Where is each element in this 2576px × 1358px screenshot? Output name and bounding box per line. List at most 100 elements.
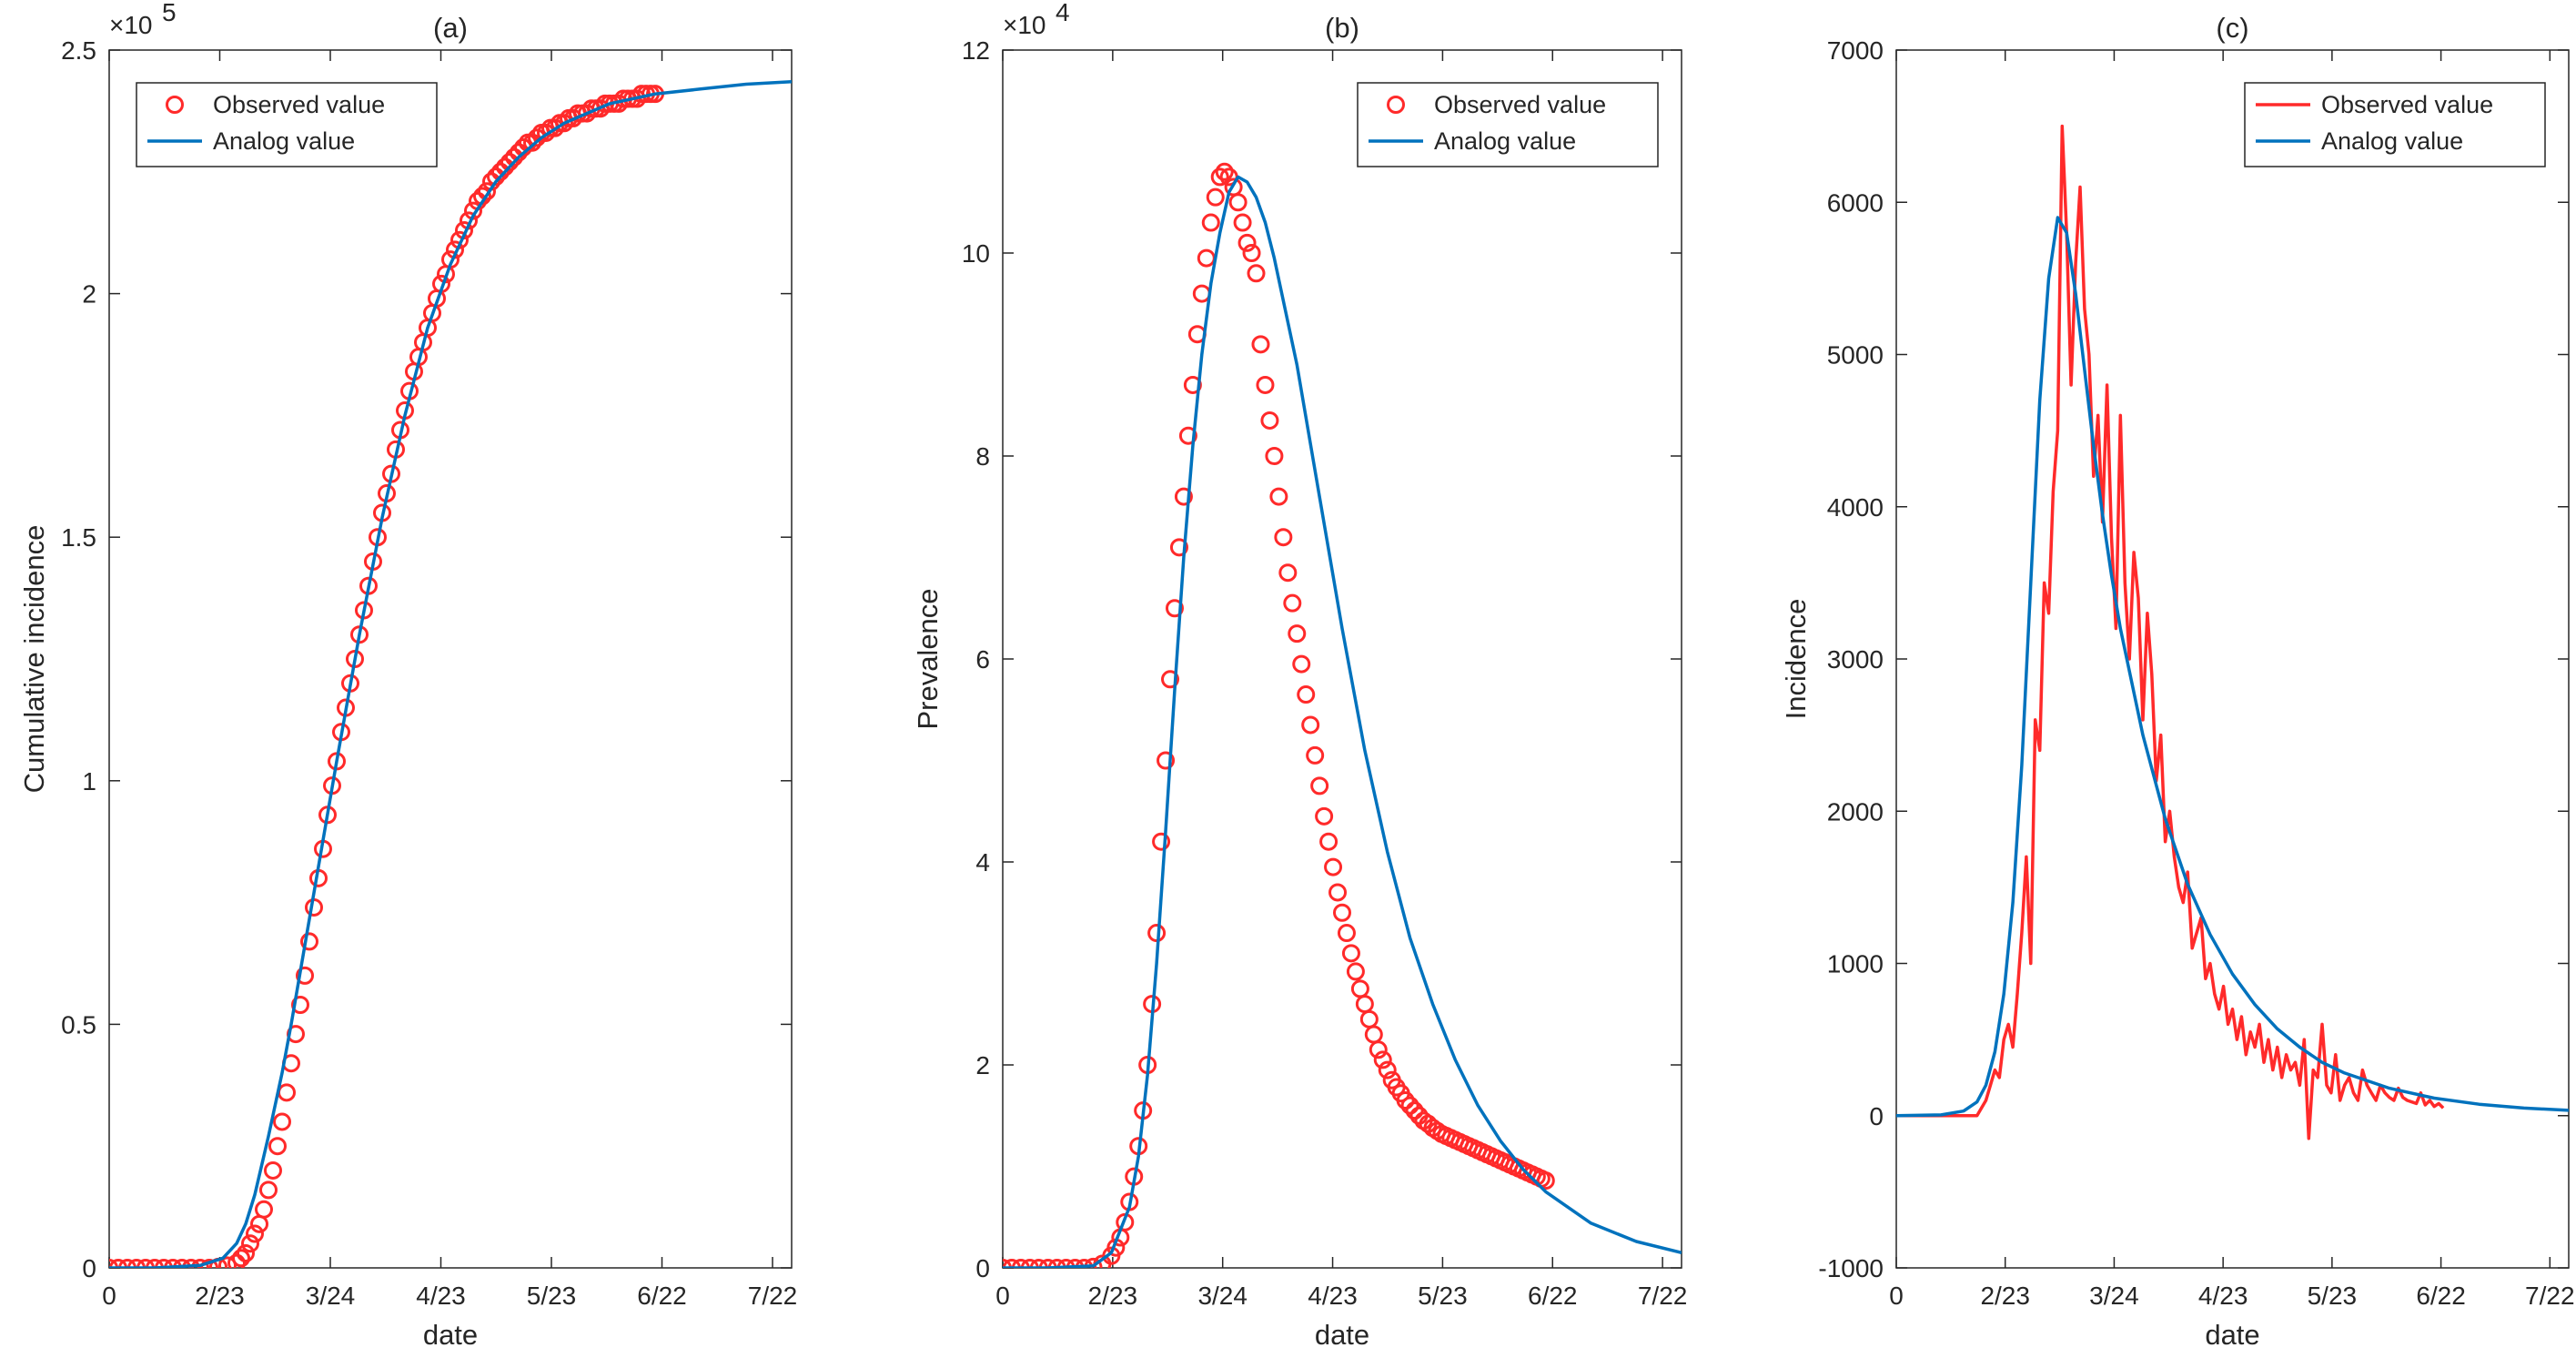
observed-marker: [173, 1259, 191, 1268]
observed-marker: [505, 147, 523, 167]
x-tick-label: 4/23: [1308, 1282, 1358, 1310]
observed-marker: [191, 1259, 209, 1268]
observed-marker: [273, 1112, 291, 1131]
x-tick-label: 4/23: [416, 1282, 466, 1310]
observed-marker: [255, 1200, 273, 1219]
observed-marker: [1169, 538, 1188, 557]
observed-marker: [1157, 751, 1176, 770]
observed-marker: [300, 932, 318, 951]
observed-marker: [232, 1249, 250, 1268]
y-tick-label: 6: [975, 645, 990, 674]
legend-marker: [166, 96, 184, 114]
x-tick-label: 5/23: [1418, 1282, 1468, 1310]
observed-marker: [1210, 167, 1229, 187]
observed-marker: [1020, 1259, 1039, 1268]
observed-marker: [1341, 944, 1360, 963]
observed-marker: [523, 133, 541, 152]
observed-marker: [1003, 1259, 1021, 1268]
series-group: [109, 80, 792, 1268]
x-tick-label: 0: [102, 1282, 116, 1310]
x-tick-label: 7/22: [748, 1282, 798, 1310]
observed-marker: [1256, 375, 1275, 394]
observed-marker: [118, 1259, 136, 1268]
y-tick-label: 4000: [1827, 493, 1884, 522]
observed-marker: [227, 1253, 246, 1268]
observed-marker: [241, 1234, 259, 1253]
observed-marker: [1310, 776, 1329, 796]
y-tick-label: 2: [975, 1051, 990, 1079]
observed-marker: [1378, 1060, 1397, 1079]
observed-marker: [1165, 599, 1184, 618]
observed-marker: [1369, 1040, 1388, 1059]
observed-marker: [1396, 1091, 1415, 1110]
observed-marker: [1328, 883, 1348, 902]
observed-marker: [1011, 1259, 1030, 1268]
panel-a: 0 2/23 3/24 4/23 5/23 6/22 7/22 0 0.5 1 1.5 2 2.5 (a)…: [18, 0, 797, 1351]
observed-marker: [296, 966, 314, 985]
x-tick-label: 6/22: [637, 1282, 687, 1310]
analog-line: [1003, 175, 1682, 1268]
panel-title: (c): [2216, 12, 2248, 44]
legend-entry: Observed value: [1434, 91, 1606, 118]
observed-marker: [1206, 187, 1225, 207]
observed-marker: [1029, 1259, 1048, 1268]
observed-marker: [1066, 1259, 1085, 1268]
legend-entry: Analog value: [1434, 127, 1576, 155]
y-tick-label: 4: [975, 848, 990, 877]
observed-marker: [1278, 563, 1298, 583]
y-tick-label: 1: [82, 767, 96, 796]
observed-marker: [1405, 1101, 1424, 1120]
y-multiplier-label: ×10: [109, 11, 153, 39]
y-tick-label: 6000: [1827, 188, 1884, 217]
observed-marker: [1215, 162, 1234, 181]
y-tick-label: 12: [962, 36, 990, 65]
x-axis-label: date: [2205, 1319, 2259, 1351]
y-tick-label: 8: [975, 442, 990, 471]
observed-marker: [146, 1259, 164, 1268]
y-tick-label: 2000: [1827, 797, 1884, 826]
x-tick-label: 7/22: [2525, 1282, 2575, 1310]
legend-entry: Analog value: [2321, 127, 2463, 155]
observed-marker: [1056, 1259, 1076, 1268]
x-tick-label: 6/22: [2416, 1282, 2466, 1310]
observed-marker: [182, 1259, 200, 1268]
x-tick-label: 3/24: [306, 1282, 356, 1310]
y-tick-label: 7000: [1827, 36, 1884, 65]
y-tick-label: 0: [82, 1254, 96, 1282]
y-tick-label: 1000: [1827, 950, 1884, 978]
y-tick-label: 3000: [1827, 645, 1884, 674]
legend-entry: Analog value: [213, 127, 355, 155]
observed-marker: [1038, 1259, 1057, 1268]
series-group: [1896, 124, 2569, 1140]
observed-marker: [127, 1259, 146, 1268]
observed-marker: [478, 182, 496, 201]
observed-marker: [1228, 193, 1248, 212]
observed-marker: [1047, 1259, 1066, 1268]
observed-marker: [246, 1224, 264, 1243]
observed-marker: [1346, 962, 1365, 981]
observed-marker: [1247, 264, 1266, 283]
observed-marker: [237, 1243, 255, 1262]
y-tick-label: 0: [1869, 1102, 1884, 1130]
legend-marker: [1387, 96, 1405, 114]
plot-area-frame: [1002, 49, 1682, 1269]
observed-marker: [1306, 745, 1325, 765]
observed-marker: [555, 114, 573, 133]
observed-marker: [1183, 375, 1202, 394]
observed-marker: [1161, 670, 1180, 689]
observed-marker: [1174, 487, 1193, 506]
y-tick-label: 1.5: [61, 523, 96, 552]
observed-marker: [496, 157, 514, 177]
observed-marker: [1178, 426, 1197, 445]
x-tick-label: 3/24: [1197, 1282, 1248, 1310]
observed-marker: [1242, 244, 1261, 262]
observed-marker: [1337, 924, 1356, 943]
observed-marker: [1201, 213, 1220, 232]
observed-marker: [1333, 903, 1351, 922]
legend-entry: Observed value: [2321, 91, 2493, 118]
observed-marker: [1152, 832, 1171, 851]
observed-marker: [1288, 624, 1307, 644]
observed-marker: [1400, 1096, 1419, 1115]
observed-marker: [218, 1256, 237, 1268]
